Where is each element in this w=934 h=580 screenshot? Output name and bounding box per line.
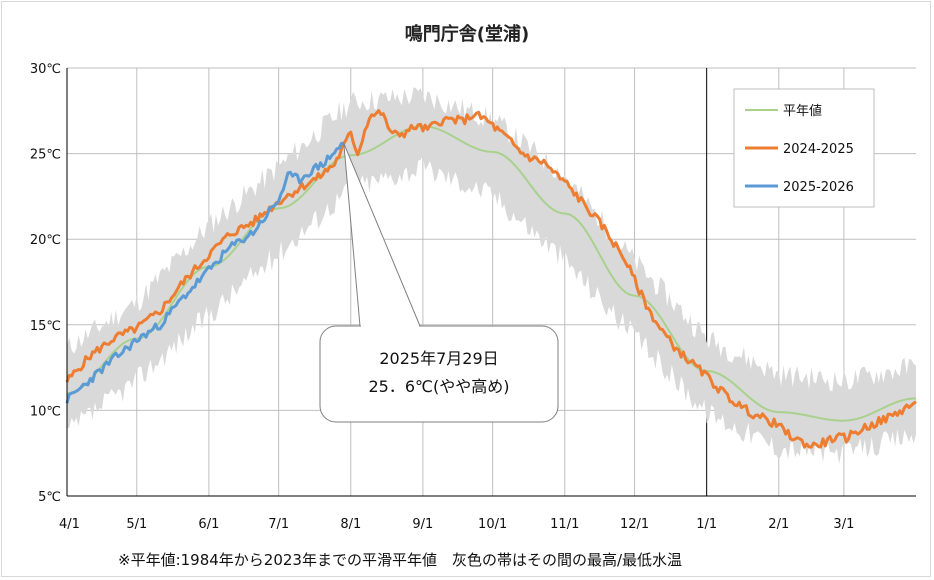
x-tick-label: 6/1	[198, 517, 219, 532]
y-tick-label: 5℃	[38, 490, 61, 505]
series-2024-2025-line	[65, 109, 917, 449]
legend-label: 2024-2025	[783, 142, 854, 157]
legend: 平年値 2024-2025 2025-2026	[733, 88, 875, 208]
callout-value: 25．6℃(やや高め)	[369, 377, 510, 396]
legend-label: 平年値	[783, 103, 822, 119]
y-tick-label: 25℃	[30, 148, 61, 163]
legend-label: 2025-2026	[783, 180, 854, 195]
x-tick-label: 7/1	[268, 517, 289, 532]
x-tick-label: 2/1	[768, 517, 789, 532]
y-tick-label: 30℃	[30, 62, 61, 77]
x-tick-label: 11/1	[550, 517, 579, 532]
series-2025-2026-line	[65, 141, 344, 404]
y-tick-label: 15℃	[30, 319, 61, 334]
x-tick-label: 4/1	[59, 517, 80, 532]
callout-box	[319, 325, 559, 423]
x-tick-label: 12/1	[620, 517, 649, 532]
callout-date: 2025年7月29日	[379, 349, 498, 368]
y-tick-label: 10℃	[30, 404, 61, 419]
x-tick-label: 9/1	[412, 517, 433, 532]
series-lines	[65, 109, 917, 449]
footnote: ※平年値:1984年から2023年までの平滑平年値 灰色の帯はその間の最高/最低…	[118, 551, 683, 569]
x-tick-label: 8/1	[340, 517, 361, 532]
x-tick-label: 10/1	[478, 517, 507, 532]
x-tick-label: 3/1	[833, 517, 854, 532]
x-tick-label: 5/1	[126, 517, 147, 532]
callout: 2025年7月29日 25．6℃(やや高め)	[319, 143, 559, 423]
axes: 5℃ 10℃ 15℃ 20℃ 25℃ 30℃ 4/1 5/1 6/1 7/1 8/1 9/1 10/1 1…	[30, 62, 916, 532]
y-tick-label: 20℃	[30, 233, 61, 248]
x-tick-label: 1/1	[696, 517, 717, 532]
chart-title: 鳴門庁舎(堂浦)	[404, 24, 530, 45]
